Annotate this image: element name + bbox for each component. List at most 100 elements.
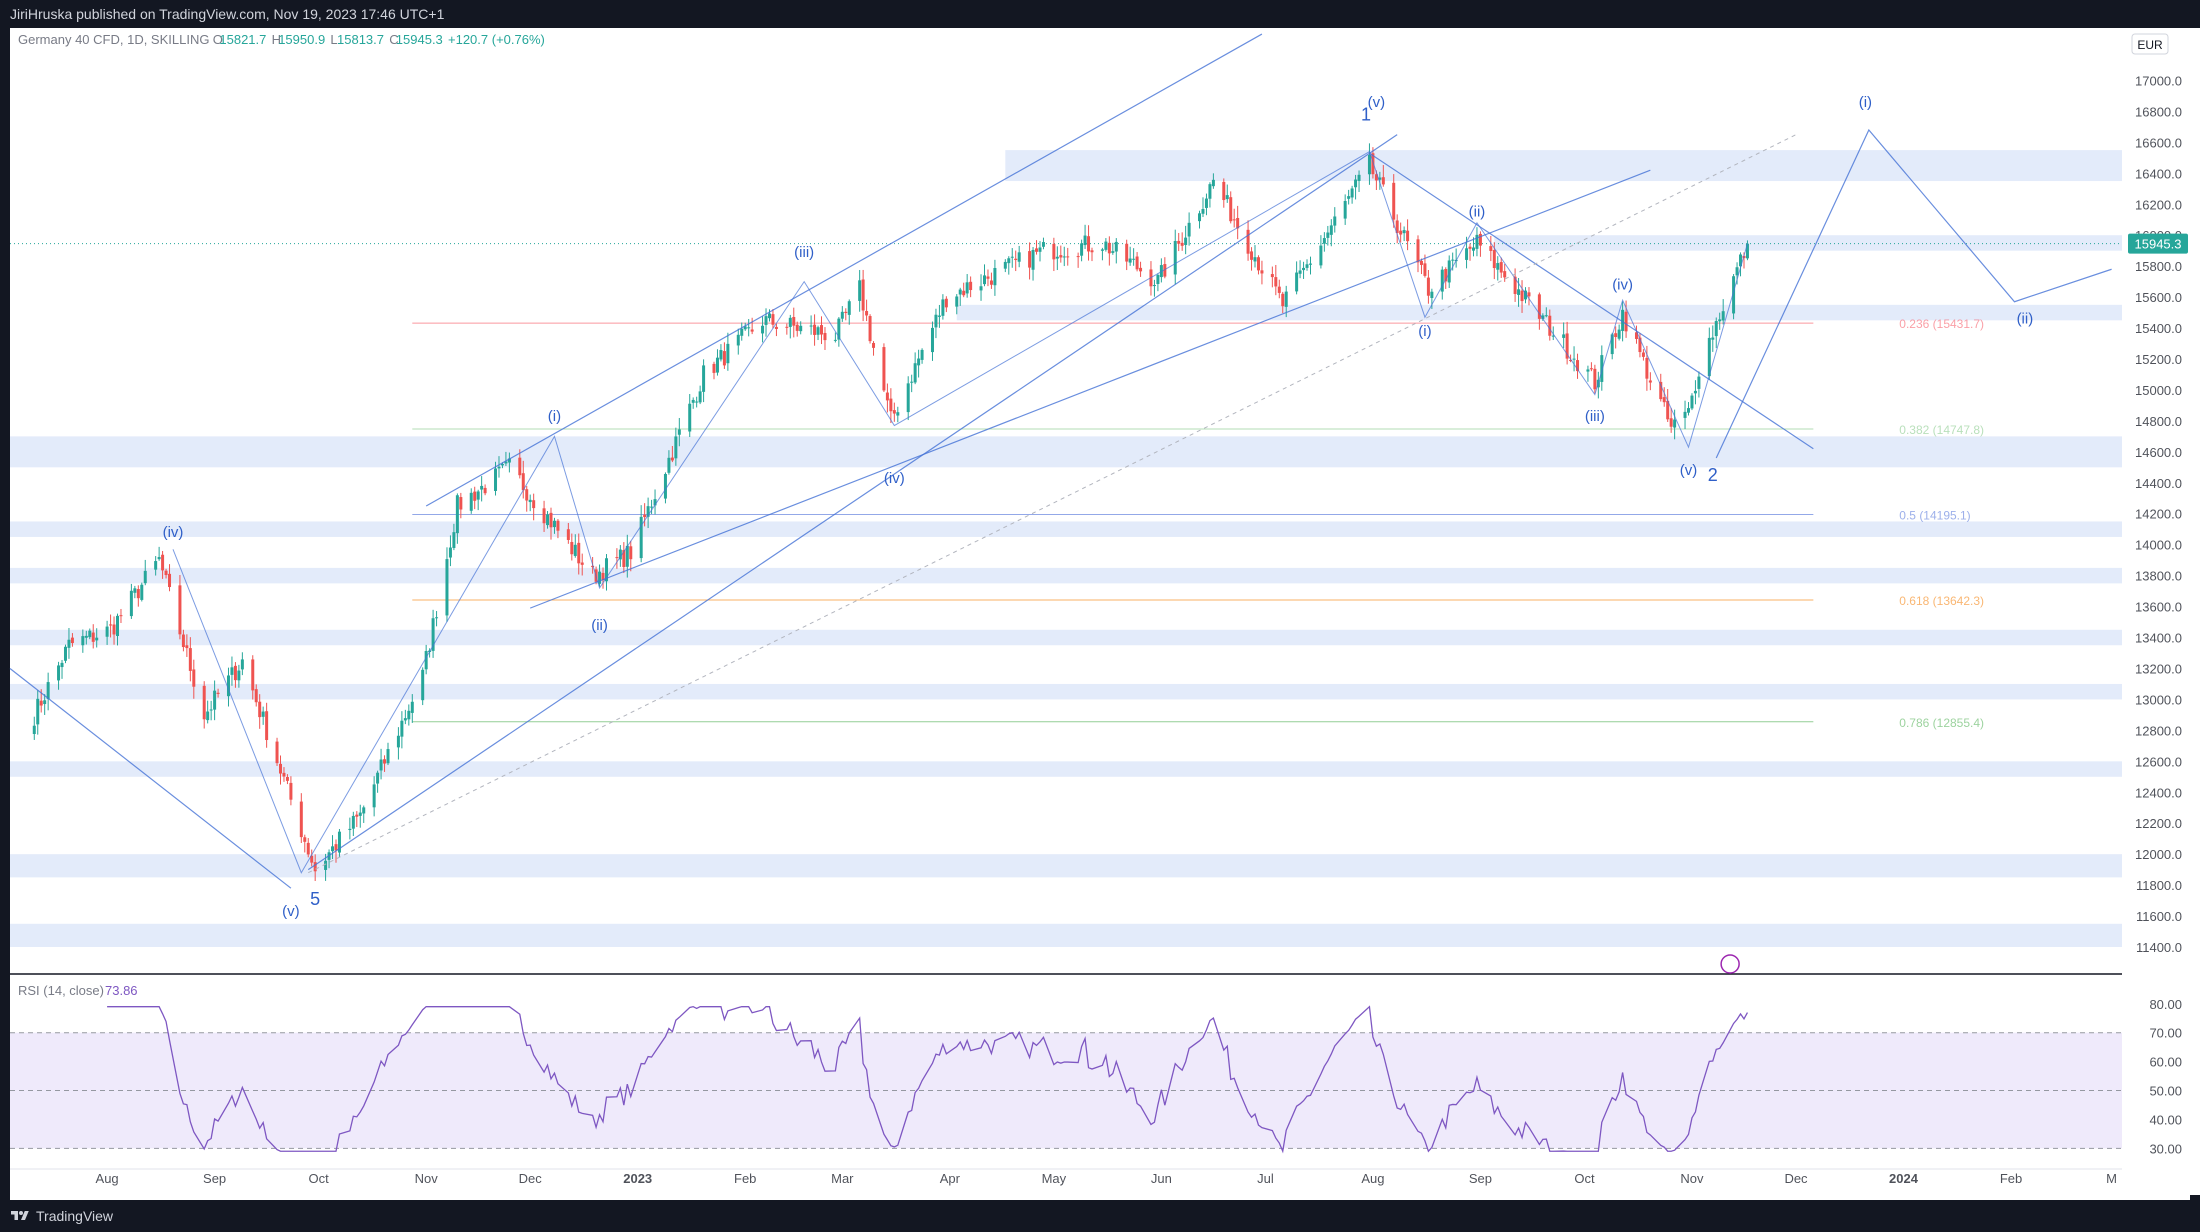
candle-body	[525, 489, 529, 501]
candle-body	[643, 514, 647, 518]
legend-h-label: H	[272, 32, 281, 47]
candle-body	[1204, 198, 1208, 208]
candle-body	[833, 339, 837, 341]
candle-body	[1031, 249, 1035, 270]
candle-body	[1721, 311, 1725, 321]
candle-body	[400, 720, 404, 737]
candle-body	[1683, 411, 1687, 418]
candle-body	[983, 275, 987, 285]
candle-body	[618, 549, 622, 560]
candle-body	[604, 558, 608, 582]
publisher-bar: JiriHruska published on TradingView.com,…	[0, 0, 2200, 28]
supply-demand-zone	[10, 923, 2122, 947]
candle-body	[233, 665, 237, 681]
candle-body	[1132, 258, 1136, 260]
candle-body	[910, 381, 914, 383]
candle-body	[913, 363, 917, 383]
candle-body	[695, 401, 699, 403]
price-tick-label: 11400.0	[2136, 940, 2182, 955]
legend-c-value: 15945.3	[396, 32, 443, 47]
candle-body	[591, 565, 595, 568]
candle-body	[1253, 257, 1257, 262]
candle-body	[1201, 209, 1205, 214]
candle-body	[1010, 256, 1014, 258]
supply-demand-zone	[1005, 150, 2123, 182]
legend-symbol: Germany 40 CFD, 1D, SKILLING	[18, 32, 209, 47]
candle-body	[91, 632, 95, 642]
candle-body	[1298, 270, 1302, 274]
candle-body	[334, 844, 338, 851]
candle-body	[410, 701, 414, 713]
price-tick-label: 17000.0	[2135, 73, 2182, 88]
candle-body	[615, 557, 619, 559]
candle-body	[324, 860, 328, 870]
candle-body	[872, 342, 876, 348]
candle-body	[1114, 241, 1118, 252]
legend-c-label: C	[389, 32, 398, 47]
candle-body	[1274, 277, 1278, 287]
brand-label: TradingView	[36, 1208, 114, 1224]
candle-body	[105, 626, 109, 637]
tradingview-brand[interactable]: TradingView	[10, 1207, 113, 1225]
candle-body	[712, 363, 716, 373]
trend-line	[9, 668, 292, 889]
wave-label: (iii)	[794, 244, 814, 261]
candle-body	[1673, 419, 1677, 428]
candle-body	[351, 815, 355, 829]
candle-body	[372, 784, 376, 808]
candle-body	[646, 506, 650, 517]
time-tick-label: Aug	[96, 1171, 119, 1186]
candle-body	[1125, 243, 1129, 262]
wave-label: (ii)	[591, 617, 608, 634]
candle-body	[809, 325, 813, 327]
candle-body	[1645, 357, 1649, 379]
candle-body	[1562, 334, 1566, 338]
candle-body	[70, 637, 74, 644]
candle-body	[310, 855, 314, 863]
candle-body	[206, 711, 210, 721]
candle-body	[154, 561, 158, 570]
candle-body	[1430, 291, 1434, 298]
candle-body	[1638, 337, 1642, 353]
price-tick-label: 15600.0	[2135, 290, 2182, 305]
candle-body	[1499, 262, 1503, 273]
candle-body	[750, 329, 754, 332]
candle-body	[670, 457, 674, 461]
candle-body	[1659, 381, 1663, 400]
candle-body	[1229, 197, 1233, 222]
candle-body	[1714, 321, 1718, 337]
candle-body	[161, 554, 165, 571]
candle-body	[882, 347, 886, 391]
legend-change: +120.7 (+0.76%)	[448, 32, 545, 47]
candle-body	[289, 782, 293, 800]
price-tick-label: 13800.0	[2135, 569, 2182, 584]
candle-body	[570, 541, 574, 555]
candle-body	[119, 615, 123, 617]
wave-label: 5	[310, 889, 320, 909]
rsi-tick-label: 30.00	[2149, 1141, 2182, 1156]
time-tick-label: 2023	[623, 1171, 652, 1186]
price-tick-label: 13600.0	[2135, 600, 2182, 615]
rsi-tick-label: 50.00	[2149, 1084, 2182, 1099]
currency-label: EUR	[2137, 38, 2163, 52]
candle-body	[663, 473, 667, 499]
time-tick-label: Oct	[309, 1171, 330, 1186]
candle-body	[1610, 334, 1614, 355]
candle-body	[764, 316, 768, 325]
price-tick-label: 16200.0	[2135, 197, 2182, 212]
candle-body	[1468, 246, 1472, 249]
wave-path	[172, 150, 1748, 874]
candle-body	[306, 842, 310, 855]
candle-body	[965, 282, 969, 294]
candle-body	[1621, 309, 1625, 331]
candle-body	[497, 466, 501, 469]
candle-body	[1687, 408, 1691, 413]
candle-body	[407, 710, 411, 720]
time-tick-label: Sep	[1469, 1171, 1492, 1186]
candle-body	[1586, 369, 1590, 372]
price-tick-label: 14200.0	[2135, 507, 2182, 522]
price-tick-label: 15400.0	[2135, 321, 2182, 336]
time-tick-label: Dec	[519, 1171, 543, 1186]
candle-body	[143, 570, 147, 584]
